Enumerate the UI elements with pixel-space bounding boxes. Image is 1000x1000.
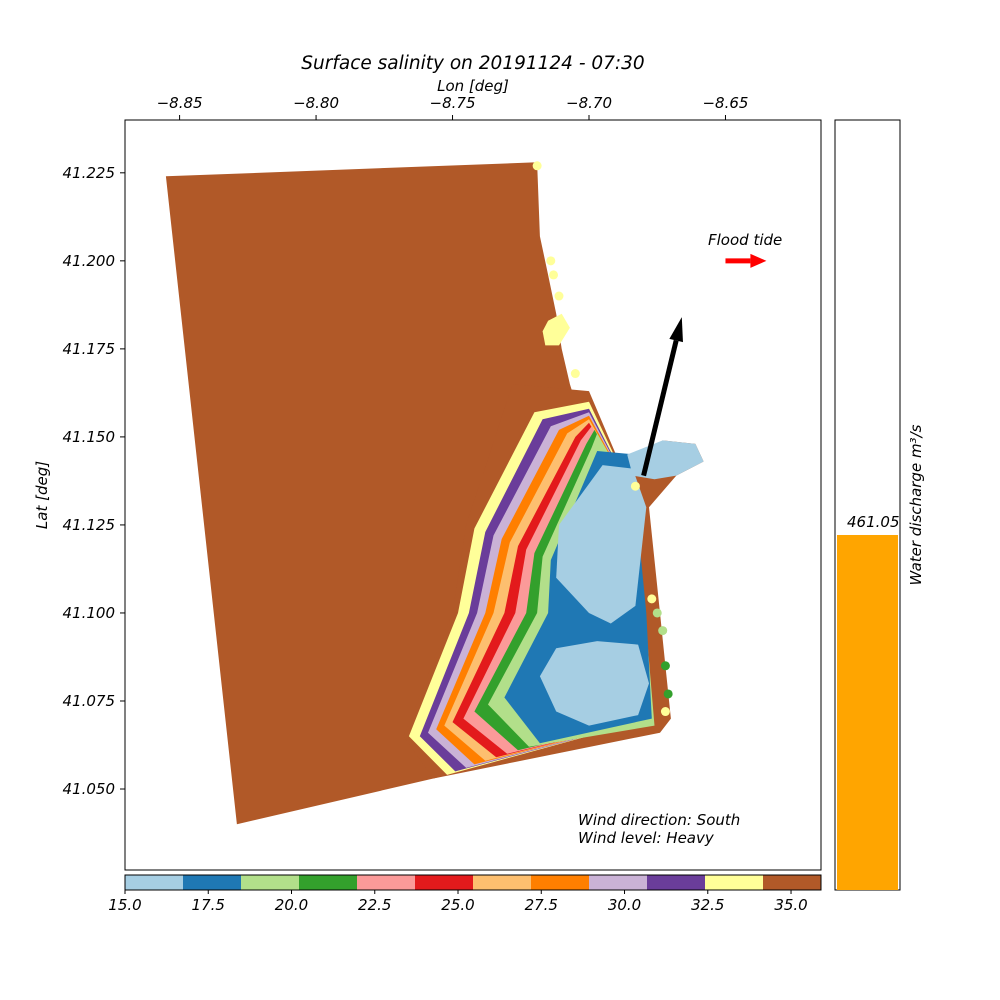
y-tick-label: 41.175 bbox=[63, 340, 116, 358]
x-axis-label: Lon [deg] bbox=[437, 77, 509, 95]
colorbar-segment bbox=[589, 875, 648, 890]
coast-point-0 bbox=[532, 161, 542, 171]
current-arrow bbox=[641, 317, 683, 477]
colorbar-segment bbox=[647, 875, 706, 890]
y-tick-label: 41.200 bbox=[63, 252, 116, 270]
flood-tide-arrow bbox=[725, 253, 767, 268]
colorbar-tick-label: 15.0 bbox=[108, 896, 141, 914]
colorbar-segment bbox=[357, 875, 416, 890]
colorbar-tick-label: 30.0 bbox=[608, 896, 641, 914]
salinity-field bbox=[165, 161, 704, 825]
y-axis-ticks: 41.225 41.200 41.175 41.150 41.125 41.100 41.0… bbox=[63, 164, 125, 798]
x-tick-label: −8.85 bbox=[157, 94, 203, 112]
colorbar-tick-label: 25.0 bbox=[441, 896, 474, 914]
salinity-band-11 bbox=[556, 465, 647, 624]
colorbar-tick-label: 32.5 bbox=[691, 896, 724, 914]
coast-point-4 bbox=[570, 369, 580, 379]
coast-point-8 bbox=[658, 626, 668, 636]
colorbar-tick-label: 17.5 bbox=[192, 896, 225, 914]
colorbar-segment bbox=[183, 875, 242, 890]
discharge-axis-label-text: Water discharge m³/s bbox=[907, 424, 925, 585]
y-tick-label: 41.150 bbox=[63, 428, 116, 446]
chart-title: Surface salinity on 20191124 - 07:30 bbox=[301, 53, 644, 74]
discharge-bar bbox=[837, 534, 898, 890]
coast-point-11 bbox=[660, 707, 670, 717]
flood-tide-arrow-head bbox=[750, 253, 767, 268]
x-tick-label: −8.65 bbox=[702, 94, 748, 112]
y-axis-label: Lat [deg] bbox=[33, 461, 51, 529]
colorbar-segment bbox=[241, 875, 300, 890]
coast-point-6 bbox=[647, 594, 657, 604]
discharge-panel: 461.05 bbox=[834, 119, 901, 891]
colorbar-segment bbox=[299, 875, 358, 890]
colorbar-tick-label: 27.5 bbox=[525, 896, 558, 914]
colorbar-tick-label: 35.0 bbox=[774, 896, 807, 914]
salinity-band-13 bbox=[627, 440, 704, 480]
coast-point-9 bbox=[660, 661, 670, 671]
flood-tide-label: Flood tide bbox=[708, 231, 782, 249]
wind-level-label: Wind level: Heavy bbox=[578, 829, 715, 847]
wind-direction-label: Wind direction: South bbox=[578, 811, 740, 829]
y-tick-label: 41.050 bbox=[63, 780, 116, 798]
salinity-band-12 bbox=[539, 641, 649, 726]
plot-area-frame bbox=[124, 119, 822, 871]
colorbar-segment bbox=[473, 875, 532, 890]
colorbar-segment bbox=[763, 875, 822, 890]
coast-point-2 bbox=[549, 270, 559, 280]
y-tick-label: 41.125 bbox=[63, 516, 116, 534]
colorbar-segment bbox=[705, 875, 764, 890]
discharge-axis-label: Water discharge m³/s bbox=[907, 424, 925, 585]
salinity-band-14 bbox=[542, 313, 570, 346]
y-tick-label: 41.100 bbox=[63, 604, 116, 622]
salinity-colorbar: 15.0 17.5 20.0 22.5 25.0 27.5 30.0 32.5 35.0 bbox=[108, 874, 822, 914]
coast-point-7 bbox=[652, 608, 662, 618]
coast-point-3 bbox=[554, 291, 564, 301]
arrow-layer bbox=[641, 253, 767, 477]
coast-point-10 bbox=[663, 689, 673, 699]
colorbar-tick-label: 20.0 bbox=[275, 896, 308, 914]
x-tick-label: −8.80 bbox=[293, 94, 339, 112]
current-arrow-shaft bbox=[641, 339, 679, 477]
colorbar-frame bbox=[124, 874, 822, 891]
colorbar-tick-label: 22.5 bbox=[358, 896, 391, 914]
x-tick-label: −8.70 bbox=[566, 94, 612, 112]
y-tick-label: 41.075 bbox=[63, 692, 116, 710]
current-arrow-head bbox=[669, 317, 683, 343]
x-axis-ticks: −8.85 −8.80 −8.75 −8.70 −8.65 bbox=[157, 94, 748, 120]
discharge-value-label: 461.05 bbox=[847, 513, 900, 531]
x-tick-label: −8.75 bbox=[430, 94, 476, 112]
colorbar-segment bbox=[531, 875, 590, 890]
colorbar-segment bbox=[125, 875, 184, 890]
colorbar-segment bbox=[415, 875, 474, 890]
y-tick-label: 41.225 bbox=[63, 164, 116, 182]
coast-point-5 bbox=[630, 481, 640, 491]
coast-point-1 bbox=[546, 256, 556, 266]
